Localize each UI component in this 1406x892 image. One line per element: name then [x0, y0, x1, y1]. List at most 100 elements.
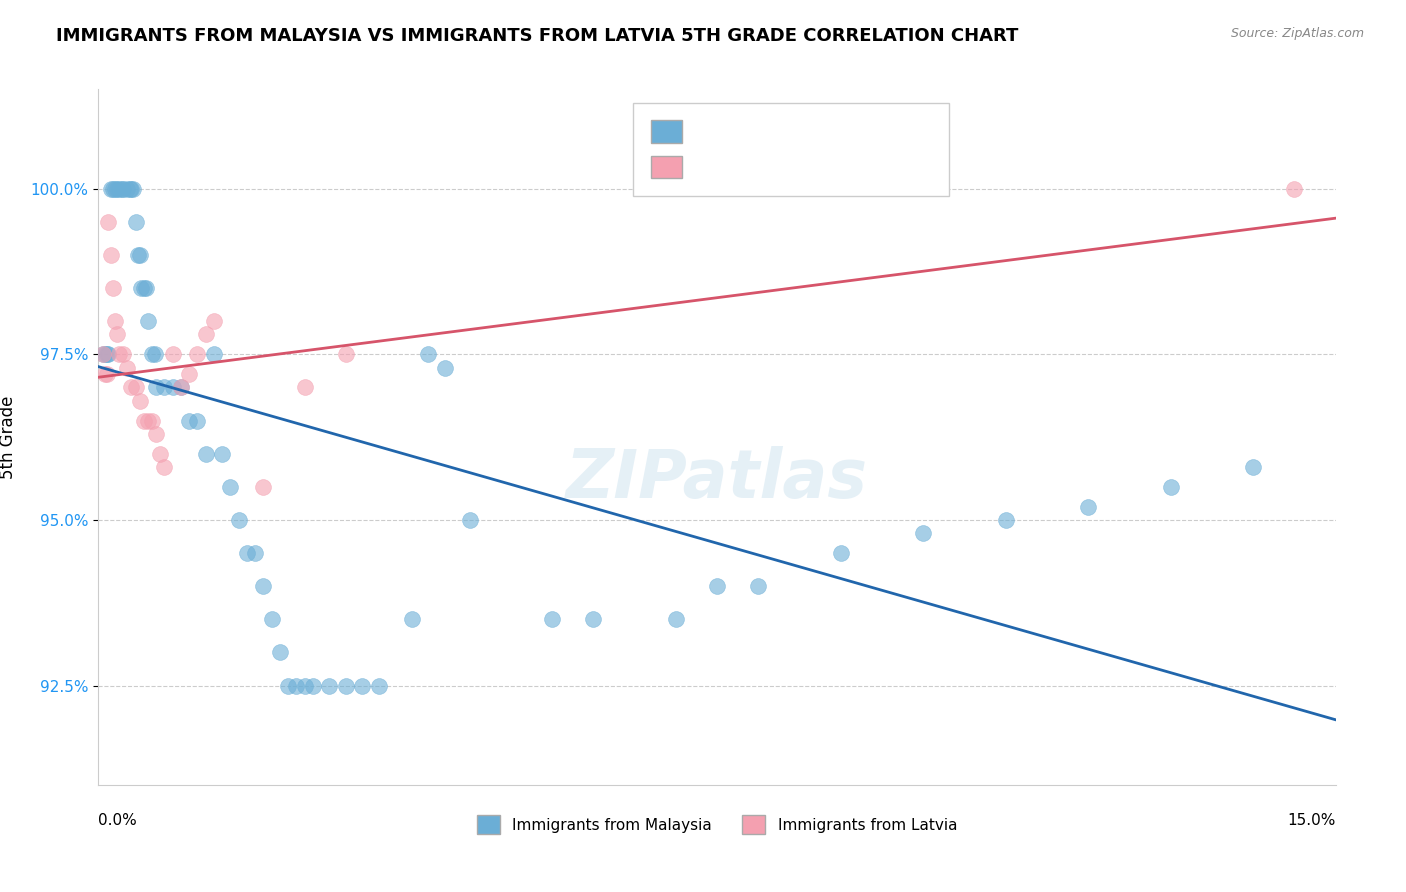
- Point: [162, 347, 184, 361]
- Point: [1160, 480, 1182, 494]
- Point: [104, 314, 127, 328]
- Point: [236, 546, 259, 560]
- Text: IMMIGRANTS FROM MALAYSIA VS IMMIGRANTS FROM LATVIA 5TH GRADE CORRELATION CHART: IMMIGRANTS FROM MALAYSIA VS IMMIGRANTS F…: [56, 27, 1018, 45]
- Point: [105, 327, 128, 342]
- Point: [1241, 459, 1264, 474]
- Point: [103, 181, 125, 195]
- Point: [277, 679, 299, 693]
- Text: ZIPatlas: ZIPatlas: [567, 446, 868, 512]
- Point: [108, 347, 131, 361]
- Point: [179, 367, 201, 381]
- Point: [211, 447, 233, 461]
- Point: [91, 347, 114, 361]
- Point: [120, 181, 142, 195]
- Point: [143, 347, 166, 361]
- Point: [194, 447, 217, 461]
- Point: [994, 513, 1017, 527]
- Point: [141, 347, 163, 361]
- Point: [541, 612, 564, 626]
- Point: [194, 327, 217, 342]
- Point: [170, 380, 193, 394]
- Point: [97, 347, 120, 361]
- Point: [179, 413, 201, 427]
- Point: [202, 347, 225, 361]
- Point: [136, 314, 159, 328]
- Point: [104, 181, 127, 195]
- Point: [294, 380, 316, 394]
- Point: [124, 215, 146, 229]
- Point: [145, 426, 167, 441]
- Point: [335, 679, 357, 693]
- Point: [260, 612, 283, 626]
- Point: [124, 380, 146, 394]
- Point: [170, 380, 193, 394]
- Y-axis label: 5th Grade: 5th Grade: [0, 395, 17, 479]
- Point: [228, 513, 250, 527]
- Point: [132, 281, 155, 295]
- Text: N =: N =: [780, 160, 824, 174]
- Point: [120, 380, 142, 394]
- Text: 0.434: 0.434: [723, 160, 770, 174]
- Point: [401, 612, 423, 626]
- Point: [830, 546, 852, 560]
- Point: [118, 181, 141, 195]
- Point: [103, 281, 125, 295]
- Point: [665, 612, 688, 626]
- Point: [252, 480, 274, 494]
- Point: [117, 181, 139, 195]
- Point: [458, 513, 481, 527]
- Point: [108, 181, 131, 195]
- Text: 63: 63: [834, 124, 855, 138]
- Point: [367, 679, 389, 693]
- Point: [318, 679, 340, 693]
- Point: [747, 579, 769, 593]
- Text: 0.170: 0.170: [723, 124, 770, 138]
- Text: R =: R =: [690, 160, 724, 174]
- Point: [91, 347, 114, 361]
- Point: [96, 367, 118, 381]
- Point: [912, 526, 935, 541]
- Point: [128, 248, 150, 262]
- Point: [132, 413, 155, 427]
- Point: [285, 679, 308, 693]
- Point: [110, 181, 132, 195]
- Point: [269, 645, 291, 659]
- Point: [186, 347, 208, 361]
- Point: [136, 413, 159, 427]
- Point: [145, 380, 167, 394]
- Point: [243, 546, 266, 560]
- Point: [153, 459, 176, 474]
- Point: [582, 612, 605, 626]
- Point: [186, 413, 208, 427]
- Point: [302, 679, 325, 693]
- Point: [94, 367, 117, 381]
- Point: [352, 679, 374, 693]
- Point: [128, 393, 150, 408]
- Point: [141, 413, 163, 427]
- Text: 0.0%: 0.0%: [98, 813, 138, 828]
- Point: [100, 181, 122, 195]
- Text: Source: ZipAtlas.com: Source: ZipAtlas.com: [1230, 27, 1364, 40]
- Point: [252, 579, 274, 593]
- Point: [202, 314, 225, 328]
- Point: [162, 380, 184, 394]
- Point: [294, 679, 316, 693]
- Legend: Immigrants from Malaysia, Immigrants from Latvia: Immigrants from Malaysia, Immigrants fro…: [471, 809, 963, 840]
- Point: [112, 181, 135, 195]
- Point: [112, 347, 135, 361]
- Text: 30: 30: [834, 160, 855, 174]
- Point: [117, 360, 139, 375]
- Point: [131, 281, 153, 295]
- Point: [1284, 181, 1306, 195]
- Point: [219, 480, 242, 494]
- Point: [433, 360, 456, 375]
- Point: [97, 215, 120, 229]
- Text: N =: N =: [780, 124, 824, 138]
- Point: [335, 347, 357, 361]
- Text: 15.0%: 15.0%: [1288, 813, 1336, 828]
- Point: [153, 380, 176, 394]
- Point: [1077, 500, 1099, 514]
- Point: [127, 248, 149, 262]
- Point: [96, 347, 118, 361]
- Point: [122, 181, 145, 195]
